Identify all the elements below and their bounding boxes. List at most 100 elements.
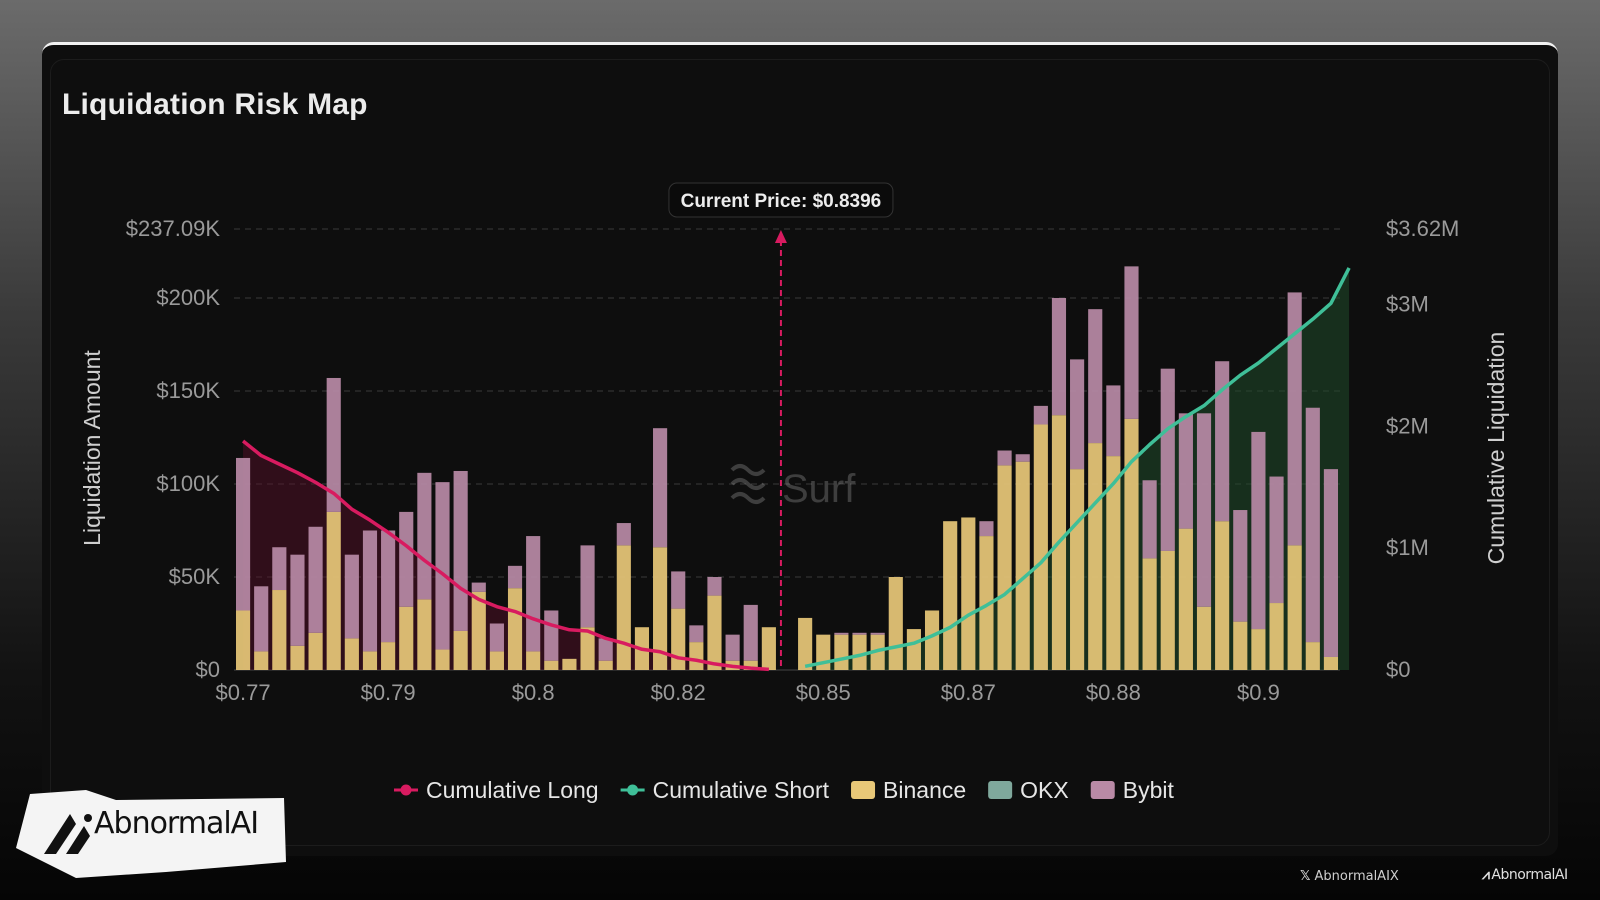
bar-stack	[1287, 292, 1302, 670]
brand-name: AbnormalAI	[94, 806, 259, 841]
y-tick-label: $0	[196, 657, 220, 682]
footer-logo-icon: ⩘	[1482, 867, 1490, 883]
bar-binance	[272, 590, 287, 670]
bar-stack	[798, 617, 813, 670]
bar-stack	[1015, 454, 1030, 670]
current-price-badge: Current Price: $0.8396	[668, 182, 894, 218]
bar-bybit	[344, 554, 359, 639]
bar-binance	[671, 608, 686, 670]
bar-stack	[1033, 405, 1048, 670]
bar-stack	[761, 627, 776, 670]
legend-label: Bybit	[1123, 777, 1175, 803]
bar-bybit	[616, 523, 631, 546]
bar-bybit	[381, 530, 396, 643]
bar-bybit	[1233, 510, 1248, 622]
y2-tick-label: $0	[1386, 657, 1410, 682]
bar-bybit	[598, 638, 613, 661]
legend-box-swatch	[1090, 781, 1115, 799]
bar-bybit	[997, 450, 1012, 466]
x-tick-label: $0.87	[941, 680, 996, 705]
bar-bybit	[435, 482, 450, 650]
legend-item: Binance	[851, 777, 966, 803]
bar-stack	[1106, 385, 1121, 670]
chart-card-inner	[50, 59, 1550, 846]
legend-label: Binance	[883, 777, 966, 803]
bar-bybit	[235, 457, 251, 611]
legend-item: OKX	[988, 777, 1069, 803]
bar-stack	[399, 511, 414, 670]
bar-binance	[399, 606, 414, 670]
bar-stack	[671, 571, 686, 670]
legend-box-swatch	[988, 781, 1013, 799]
y-tick-label: $150K	[156, 378, 220, 403]
bar-stack	[308, 526, 323, 670]
bar-binance	[1323, 656, 1339, 670]
bar-binance	[1215, 521, 1230, 670]
bar-binance	[489, 651, 504, 670]
bar-bybit	[453, 470, 468, 631]
bar-bybit	[290, 554, 305, 646]
bar-binance	[235, 610, 251, 670]
bar-binance	[562, 658, 577, 670]
bar-bybit	[979, 521, 994, 537]
bar-stack	[254, 586, 269, 670]
x-tick-label: $0.8	[512, 680, 555, 705]
y2-tick-label: $3.62M	[1386, 216, 1459, 241]
bar-stack	[290, 554, 305, 670]
bar-stack	[1178, 413, 1193, 670]
bar-binance	[943, 521, 958, 670]
legend-item: Bybit	[1090, 777, 1175, 803]
bar-stack	[1251, 431, 1266, 670]
legend: Cumulative Long Cumulative Short Binance OK…	[394, 777, 1174, 803]
bar-bybit	[689, 625, 704, 643]
bar-bybit	[1178, 413, 1193, 529]
bar-bybit	[471, 582, 486, 592]
bar-bybit	[1015, 454, 1030, 462]
bar-binance	[961, 517, 976, 670]
bar-binance	[580, 627, 595, 670]
bar-bybit	[1269, 476, 1284, 604]
bar-stack	[580, 545, 595, 670]
bar-binance	[544, 660, 559, 670]
bar-binance	[852, 634, 867, 670]
bar-bybit	[544, 610, 559, 661]
bar-stack	[888, 576, 903, 670]
bar-bybit	[653, 428, 668, 548]
bar-bybit	[852, 632, 867, 635]
x-tick-label: $0.79	[361, 680, 416, 705]
bar-binance	[1142, 558, 1157, 670]
y-tick-label: $50K	[169, 564, 221, 589]
bar-binance	[308, 632, 323, 670]
bar-stack	[326, 377, 341, 670]
y2-tick-label: $1M	[1386, 535, 1429, 560]
footer-brand: ⩘ AbnormalAI	[1482, 867, 1568, 883]
bar-stack	[1051, 297, 1067, 670]
bar-binance	[362, 651, 378, 670]
footer-brand-text: AbnormalAI	[1491, 867, 1568, 883]
bar-bybit	[1106, 385, 1121, 457]
bar-binance	[1178, 528, 1193, 670]
bar-bybit	[1160, 368, 1175, 551]
bar-stack	[1305, 407, 1320, 670]
y2-tick-label: $2M	[1386, 413, 1429, 438]
bar-bybit	[308, 526, 323, 633]
bar-bybit	[272, 547, 287, 591]
legend-item: Cumulative Long	[394, 777, 599, 803]
bar-binance	[526, 651, 541, 670]
cumulative-short-area	[805, 267, 1350, 670]
bar-binance	[1233, 621, 1248, 670]
chart-title: Liquidation Risk Map	[62, 88, 368, 121]
current-price-box	[668, 182, 894, 218]
x-tick-label: $0.82	[651, 680, 706, 705]
legend-item: Cumulative Short	[620, 777, 830, 803]
bar-bybit	[1323, 469, 1339, 657]
bar-stack	[507, 565, 523, 670]
bar-stack	[1233, 510, 1248, 670]
bar-stack	[417, 472, 432, 670]
bar-binance	[1196, 606, 1212, 670]
footer-x-handle[interactable]: 𝕏 AbnormalAIX	[1300, 869, 1399, 884]
bar-stack	[906, 629, 921, 670]
bar-binance	[979, 536, 994, 670]
bar-binance	[598, 660, 613, 670]
